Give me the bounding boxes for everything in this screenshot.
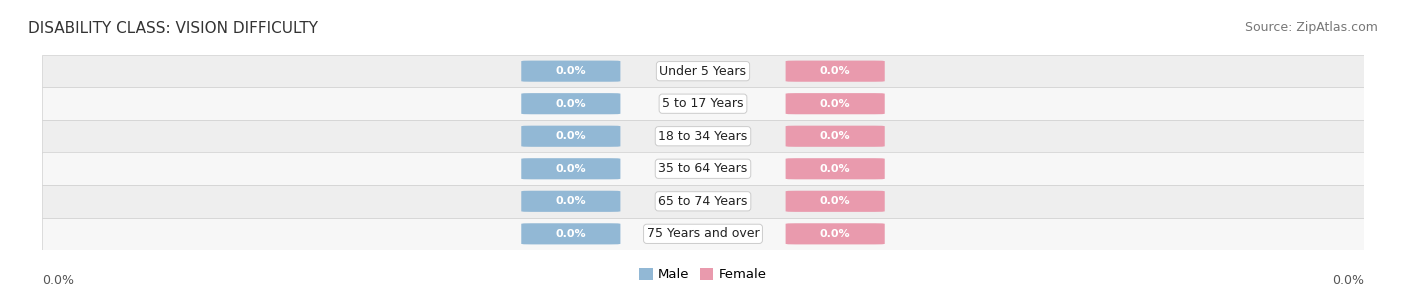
Bar: [42, 120, 1364, 152]
FancyBboxPatch shape: [522, 93, 620, 114]
FancyBboxPatch shape: [522, 61, 620, 82]
FancyBboxPatch shape: [786, 223, 884, 244]
Text: 0.0%: 0.0%: [1331, 274, 1364, 286]
Text: 0.0%: 0.0%: [555, 229, 586, 239]
FancyBboxPatch shape: [786, 93, 884, 114]
Legend: Male, Female: Male, Female: [634, 263, 772, 286]
Bar: [42, 152, 1364, 185]
Text: Under 5 Years: Under 5 Years: [659, 65, 747, 78]
FancyBboxPatch shape: [522, 191, 620, 212]
Text: 0.0%: 0.0%: [820, 196, 851, 206]
Text: DISABILITY CLASS: VISION DIFFICULTY: DISABILITY CLASS: VISION DIFFICULTY: [28, 21, 318, 36]
Text: 0.0%: 0.0%: [555, 131, 586, 141]
FancyBboxPatch shape: [522, 126, 620, 147]
Bar: [42, 217, 1364, 250]
Text: 0.0%: 0.0%: [555, 196, 586, 206]
FancyBboxPatch shape: [786, 61, 884, 82]
Bar: [42, 185, 1364, 217]
FancyBboxPatch shape: [522, 158, 620, 179]
Text: 0.0%: 0.0%: [555, 66, 586, 76]
Text: 0.0%: 0.0%: [820, 66, 851, 76]
Text: 0.0%: 0.0%: [820, 99, 851, 109]
Text: Source: ZipAtlas.com: Source: ZipAtlas.com: [1244, 21, 1378, 34]
Bar: [42, 55, 1364, 88]
FancyBboxPatch shape: [786, 191, 884, 212]
FancyBboxPatch shape: [522, 223, 620, 244]
Text: 0.0%: 0.0%: [555, 99, 586, 109]
Text: 75 Years and over: 75 Years and over: [647, 227, 759, 240]
Text: 0.0%: 0.0%: [820, 229, 851, 239]
Text: 0.0%: 0.0%: [42, 274, 75, 286]
Bar: [42, 88, 1364, 120]
Text: 18 to 34 Years: 18 to 34 Years: [658, 130, 748, 143]
FancyBboxPatch shape: [786, 126, 884, 147]
Text: 5 to 17 Years: 5 to 17 Years: [662, 97, 744, 110]
Text: 35 to 64 Years: 35 to 64 Years: [658, 162, 748, 175]
FancyBboxPatch shape: [786, 158, 884, 179]
Text: 0.0%: 0.0%: [820, 164, 851, 174]
Text: 65 to 74 Years: 65 to 74 Years: [658, 195, 748, 208]
Text: 0.0%: 0.0%: [820, 131, 851, 141]
Text: 0.0%: 0.0%: [555, 164, 586, 174]
